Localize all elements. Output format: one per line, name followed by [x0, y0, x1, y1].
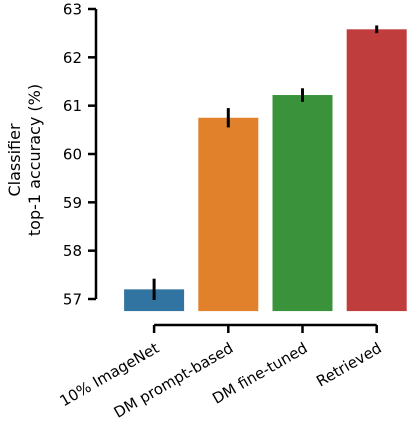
x-tick-label: Retrieved — [313, 339, 384, 391]
y-tick-label: 58 — [63, 242, 82, 260]
y-axis-label-line-2: top-1 accuracy (%) — [25, 84, 44, 236]
y-tick-label: 57 — [63, 291, 82, 309]
bar — [198, 117, 259, 312]
y-tick-label: 60 — [63, 146, 82, 164]
bars — [124, 29, 407, 312]
y-tick-label: 63 — [63, 1, 82, 19]
y-tick-label: 59 — [63, 194, 82, 212]
bar — [346, 29, 407, 312]
bar — [124, 289, 185, 312]
y-axis: 57 58 59 60 61 62 63 — [63, 1, 98, 309]
y-tick-label: 62 — [63, 49, 82, 67]
y-tick-label: 61 — [63, 97, 82, 115]
y-axis-label-line-1: Classifier — [5, 123, 24, 196]
bar — [272, 95, 333, 312]
error-bars — [152, 25, 379, 300]
